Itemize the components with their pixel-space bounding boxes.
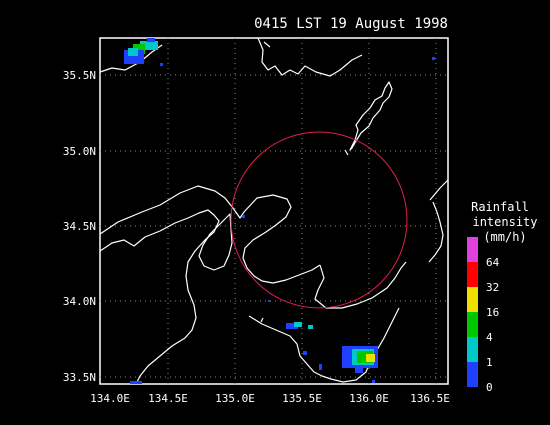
x-tick-label: 135.5E xyxy=(282,392,322,405)
rain-cell xyxy=(268,300,270,302)
coastline-wakasa xyxy=(263,41,271,48)
rain-cell xyxy=(140,41,158,50)
rain-cell xyxy=(128,48,138,56)
radar-range-circle xyxy=(230,131,408,309)
legend-swatch xyxy=(467,237,478,262)
coastlines xyxy=(99,37,449,385)
y-tick-label: 33.5N xyxy=(63,371,96,384)
legend-swatch xyxy=(467,337,478,362)
coastline-awaji xyxy=(198,213,233,271)
map-frame xyxy=(99,37,449,385)
rain-cell xyxy=(130,381,142,384)
rain-cell xyxy=(160,63,163,66)
rain-cell xyxy=(432,57,435,60)
y-tick-label: 35.5N xyxy=(63,69,96,82)
legend-label: 64 xyxy=(486,256,500,269)
graticule xyxy=(100,38,448,384)
rain-cell xyxy=(355,368,363,373)
x-axis-labels: 134.0E 134.5E 135.0E 135.5E 136.0E 136.5… xyxy=(90,392,450,405)
rain-cell xyxy=(319,364,322,370)
coastline-lake-biwa xyxy=(349,81,393,151)
rain-cell xyxy=(303,351,307,355)
y-tick-label: 34.5N xyxy=(63,220,96,233)
coastline-kii-west xyxy=(248,307,400,383)
legend-label: 4 xyxy=(486,331,493,344)
x-tick-label: 136.0E xyxy=(349,392,389,405)
coastline-north-bay xyxy=(257,37,363,77)
coastline-north-honshu xyxy=(99,44,163,73)
rain-cell xyxy=(133,44,145,54)
x-tick-label: 134.0E xyxy=(90,392,130,405)
map-title: 0415 LST 19 August 1998 xyxy=(254,16,448,32)
rainfall-legend: Rainfall intensity (mm/h) 64 32 16 4 1 0 xyxy=(467,200,538,394)
x-tick-label: 134.5E xyxy=(148,392,188,405)
coastline-islet xyxy=(260,317,264,323)
legend-label: 0 xyxy=(486,381,493,394)
rain-cell xyxy=(308,325,313,329)
coastline-lake-south xyxy=(344,149,349,156)
rain-cell xyxy=(372,380,375,383)
rain-cell xyxy=(294,322,302,327)
coastline-ise-inner xyxy=(428,201,444,263)
rain-cell xyxy=(366,354,375,362)
y-tick-label: 35.0N xyxy=(63,145,96,158)
rain-cell xyxy=(242,215,245,218)
coastline-shikoku xyxy=(99,209,220,385)
legend-label: 16 xyxy=(486,306,499,319)
legend-swatch xyxy=(467,312,478,337)
coastline-kii-peninsula xyxy=(314,261,407,309)
y-axis-labels: 35.5N 35.0N 34.5N 34.0N 33.5N xyxy=(63,69,96,384)
legend-title: Rainfall xyxy=(471,200,529,214)
legend-label: 1 xyxy=(486,356,493,369)
legend-title: (mm/h) xyxy=(483,230,526,244)
legend-label: 32 xyxy=(486,281,499,294)
legend-swatch xyxy=(467,287,478,312)
x-tick-label: 135.0E xyxy=(215,392,255,405)
legend-swatch xyxy=(467,262,478,287)
coastline-ise-east xyxy=(429,179,449,201)
rainfall-echoes xyxy=(124,38,435,384)
legend-swatch xyxy=(467,362,478,387)
legend-title: intensity xyxy=(472,215,537,229)
rain-cell xyxy=(147,38,155,42)
rain-cell xyxy=(286,323,298,329)
y-tick-label: 34.0N xyxy=(63,295,96,308)
x-tick-label: 136.5E xyxy=(410,392,450,405)
coastline-osaka-bay xyxy=(99,185,321,284)
